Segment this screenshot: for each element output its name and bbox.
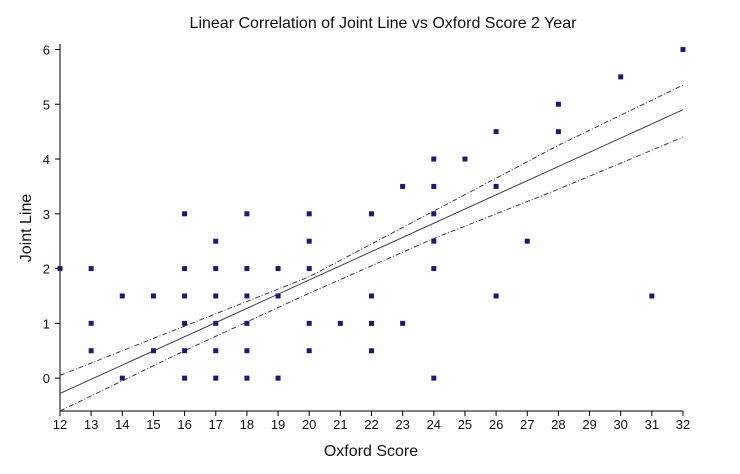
data-point [493,183,499,189]
data-point [493,293,499,299]
data-point [524,238,530,244]
fit-line [59,109,684,394]
data-point [431,238,437,244]
y-tick-label: 2 [43,262,50,277]
data-point [431,211,437,217]
data-point [400,183,406,189]
x-tick-label: 17 [209,417,223,432]
data-point [88,320,94,326]
data-point [431,266,437,272]
data-point [369,293,374,299]
x-tick-label: 21 [333,417,347,432]
data-point [244,266,250,272]
data-point [244,293,250,299]
data-point [275,293,281,299]
data-point [182,375,188,381]
data-point [182,293,188,299]
data-point [431,183,437,189]
x-tick-label: 23 [395,417,409,432]
data-point [213,266,219,272]
y-tick-label: 0 [43,371,50,386]
x-tick-label: 15 [146,417,160,432]
data-point [244,348,250,354]
x-tick-label: 16 [177,417,191,432]
x-tick-label: 19 [271,417,285,432]
lower-confidence-band [59,136,684,412]
confidence-bands [59,84,684,412]
data-point [493,129,499,135]
data-point [88,348,94,354]
data-point [150,293,156,299]
y-tick-label: 5 [43,97,50,112]
x-axis-label: Oxford Score [324,443,418,460]
data-point [306,211,312,217]
data-point [306,348,312,354]
data-point [680,46,686,52]
x-tick-label: 25 [458,417,472,432]
data-point [213,375,219,381]
data-point [369,348,374,354]
regression-line [59,109,684,394]
data-point [275,266,281,272]
chart-title: Linear Correlation of Joint Line vs Oxfo… [190,15,578,32]
data-point [57,266,63,272]
data-point [88,266,94,272]
data-point [431,375,437,381]
data-point [306,266,312,272]
data-point [213,293,219,299]
data-point [182,320,188,326]
data-point [306,320,312,326]
data-point [275,375,281,381]
data-point [369,320,374,326]
data-point [555,129,561,135]
data-point [182,266,188,272]
data-point [119,293,125,299]
data-point [649,293,655,299]
x-tick-label: 22 [364,417,378,432]
data-point [244,320,250,326]
data-point [213,238,219,244]
upper-confidence-band [59,84,684,376]
x-tick-label: 24 [427,417,441,432]
y-axis-label: Joint Line [18,194,35,263]
data-point [431,156,437,162]
y-tick-label: 1 [43,316,50,331]
x-tick-label: 13 [84,417,98,432]
x-tick-label: 27 [520,417,534,432]
data-point [462,156,468,162]
x-tick-label: 20 [302,417,316,432]
data-points [57,46,686,381]
y-tick-label: 3 [43,207,50,222]
data-point [400,320,406,326]
y-tick-label: 6 [43,42,50,57]
data-point [555,101,561,107]
x-tick-label: 30 [613,417,627,432]
x-tick-label: 26 [489,417,503,432]
x-tick-label: 29 [582,417,596,432]
data-point [213,320,219,326]
x-tick-label: 31 [645,417,659,432]
data-point [119,375,125,381]
y-tick-label: 4 [43,152,50,167]
x-tick-label: 28 [551,417,565,432]
data-point [244,375,250,381]
x-tick-label: 18 [240,417,254,432]
data-point [618,74,624,80]
data-point [306,238,312,244]
data-point [244,211,250,217]
data-point [369,211,374,217]
data-point [337,320,343,326]
x-tick-label: 14 [115,417,129,432]
data-point [182,348,188,354]
axes: 12 13 14 15 16 17 18 19 20 21 22 23 24 25 26 27 28 29 30 31… [43,42,690,432]
data-point [213,348,219,354]
data-point [150,348,156,354]
x-tick-label: 32 [676,417,690,432]
x-tick-label: 12 [53,417,67,432]
data-point [182,211,188,217]
